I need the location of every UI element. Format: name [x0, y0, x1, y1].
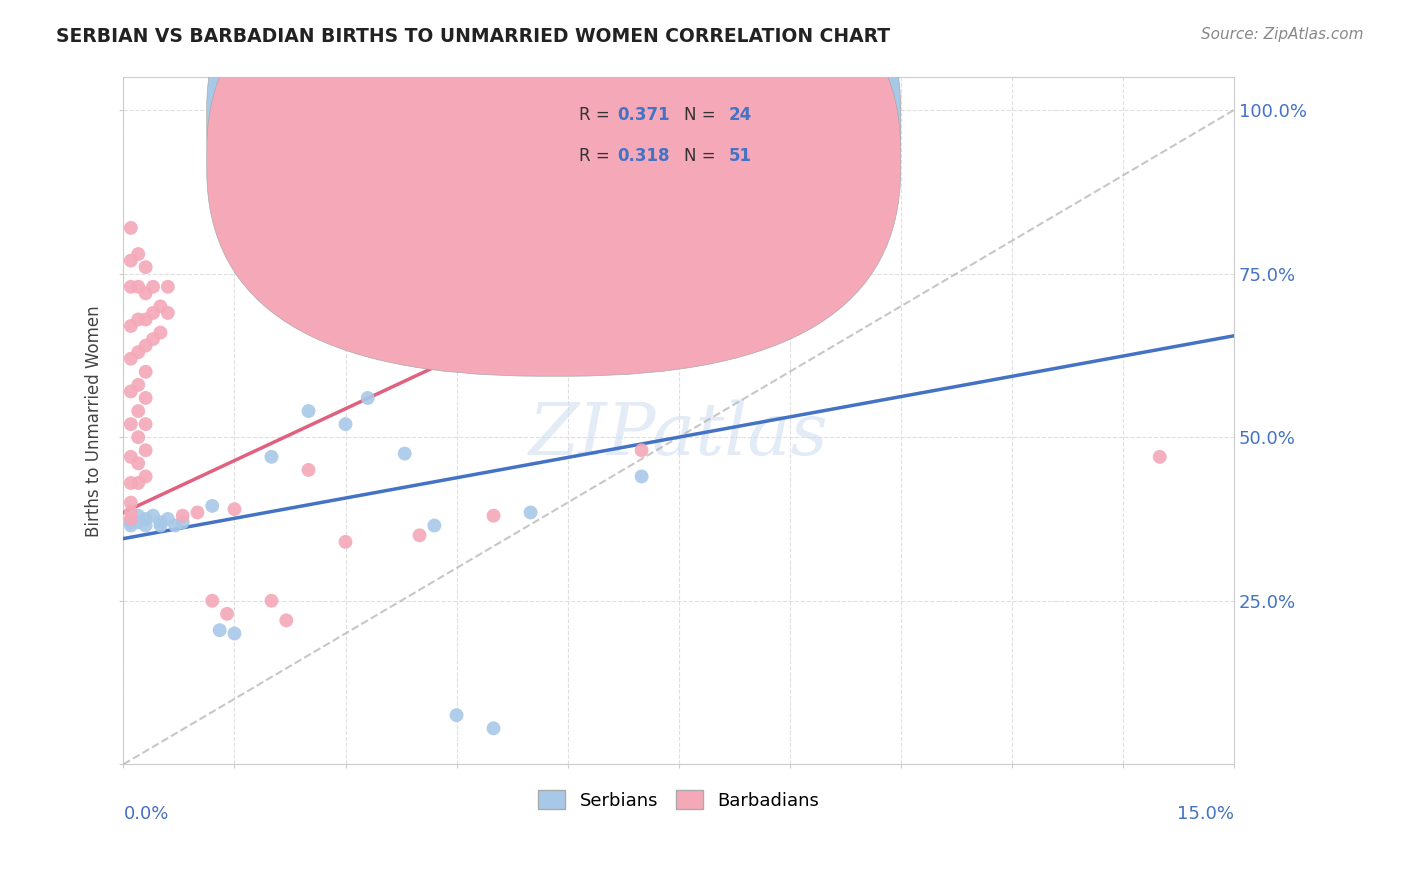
- Point: [224, 502, 246, 516]
- Point: [186, 505, 208, 519]
- Text: 0.371: 0.371: [617, 106, 671, 124]
- Point: [165, 518, 187, 533]
- Text: N =: N =: [685, 106, 721, 124]
- Point: [120, 318, 142, 333]
- Point: [120, 512, 142, 526]
- Point: [630, 469, 652, 483]
- Point: [217, 607, 239, 621]
- Point: [335, 417, 357, 431]
- Y-axis label: Births to Unmarried Women: Births to Unmarried Women: [86, 305, 103, 537]
- Point: [135, 365, 157, 379]
- Point: [135, 469, 157, 483]
- Point: [201, 593, 224, 607]
- Point: [127, 377, 149, 392]
- Point: [135, 312, 157, 326]
- Point: [149, 299, 172, 313]
- Point: [423, 518, 446, 533]
- Point: [135, 512, 157, 526]
- Point: [127, 475, 149, 490]
- Legend: Serbians, Barbadians: Serbians, Barbadians: [530, 783, 827, 817]
- Point: [149, 518, 172, 533]
- Point: [394, 446, 416, 460]
- Point: [120, 351, 142, 366]
- Point: [335, 534, 357, 549]
- Point: [127, 430, 149, 444]
- Point: [135, 286, 157, 301]
- Point: [357, 391, 380, 405]
- Point: [127, 515, 149, 529]
- Point: [208, 623, 231, 637]
- Point: [142, 306, 165, 320]
- Point: [135, 338, 157, 352]
- Point: [741, 220, 763, 235]
- Point: [135, 417, 157, 431]
- Point: [408, 528, 430, 542]
- Point: [127, 279, 149, 293]
- Point: [127, 345, 149, 359]
- Point: [1149, 450, 1171, 464]
- Point: [156, 279, 179, 293]
- Point: [120, 505, 142, 519]
- Point: [127, 456, 149, 470]
- Point: [120, 253, 142, 268]
- Point: [127, 508, 149, 523]
- Point: [135, 391, 157, 405]
- Point: [297, 463, 319, 477]
- Point: [630, 443, 652, 458]
- Point: [297, 404, 319, 418]
- Point: [519, 505, 541, 519]
- Point: [224, 626, 246, 640]
- Point: [135, 260, 157, 274]
- Point: [120, 475, 142, 490]
- Point: [149, 515, 172, 529]
- Text: SERBIAN VS BARBADIAN BIRTHS TO UNMARRIED WOMEN CORRELATION CHART: SERBIAN VS BARBADIAN BIRTHS TO UNMARRIED…: [56, 27, 890, 45]
- FancyBboxPatch shape: [207, 0, 901, 335]
- Text: R =: R =: [579, 106, 614, 124]
- Text: 24: 24: [728, 106, 752, 124]
- Point: [156, 306, 179, 320]
- Point: [120, 417, 142, 431]
- Point: [127, 312, 149, 326]
- Text: ZIPatlas: ZIPatlas: [529, 400, 828, 470]
- Point: [276, 613, 298, 627]
- Point: [482, 508, 505, 523]
- Point: [127, 404, 149, 418]
- Point: [142, 508, 165, 523]
- Point: [482, 721, 505, 735]
- Point: [120, 279, 142, 293]
- Point: [156, 512, 179, 526]
- Text: R =: R =: [579, 147, 614, 165]
- Point: [120, 495, 142, 509]
- Point: [260, 450, 283, 464]
- Text: 0.318: 0.318: [617, 147, 671, 165]
- Point: [142, 279, 165, 293]
- Point: [120, 518, 142, 533]
- FancyBboxPatch shape: [207, 0, 901, 376]
- Point: [201, 499, 224, 513]
- Point: [446, 708, 468, 723]
- Point: [127, 247, 149, 261]
- Text: 51: 51: [728, 147, 752, 165]
- Point: [135, 518, 157, 533]
- Point: [149, 326, 172, 340]
- Text: 15.0%: 15.0%: [1177, 805, 1234, 823]
- Text: 0.0%: 0.0%: [124, 805, 169, 823]
- Point: [120, 384, 142, 399]
- Point: [120, 450, 142, 464]
- Point: [135, 443, 157, 458]
- Point: [120, 220, 142, 235]
- Point: [172, 515, 194, 529]
- Point: [120, 515, 142, 529]
- Text: Source: ZipAtlas.com: Source: ZipAtlas.com: [1201, 27, 1364, 42]
- Point: [172, 508, 194, 523]
- FancyBboxPatch shape: [517, 87, 862, 191]
- Point: [142, 332, 165, 346]
- Point: [260, 593, 283, 607]
- Text: N =: N =: [685, 147, 721, 165]
